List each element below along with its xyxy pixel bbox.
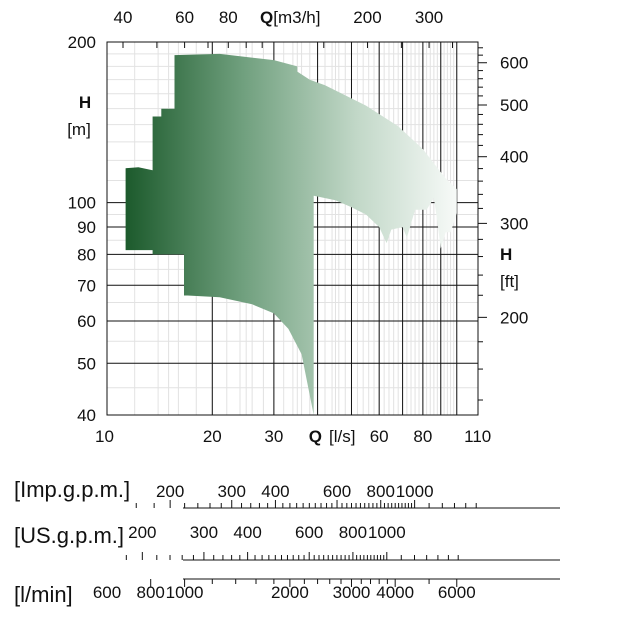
scale-tick-label: 800	[137, 583, 165, 602]
top-axis-label: Q[m3/h]	[260, 8, 320, 27]
scale-tick-label: 600	[93, 583, 121, 602]
scale-tick-label: 2000	[271, 583, 309, 602]
scale-tick-label: 400	[261, 482, 289, 501]
scale-tick-label: 600	[323, 482, 351, 501]
scale-unit-label: [Imp.g.p.m.]	[14, 477, 130, 502]
right-axis-label-bold: H	[500, 245, 512, 264]
x-tick-label: 80	[413, 427, 432, 446]
scale-tick-label: 1000	[166, 583, 204, 602]
x-tick-label: 60	[370, 427, 389, 446]
y-tick-label: 50	[77, 354, 96, 373]
x-tick-label: 10	[95, 427, 114, 446]
y-tick-label: 100	[68, 194, 96, 213]
x-tick-label: 20	[203, 427, 222, 446]
scale-tick-label: 300	[190, 523, 218, 542]
scale-tick-label: 200	[128, 523, 156, 542]
scale-tick-label: 4000	[376, 583, 414, 602]
scale-tick-label: 300	[218, 482, 246, 501]
scale-tick-label: 6000	[438, 583, 476, 602]
scale-unit-label: [US.g.p.m.]	[14, 523, 124, 548]
y-tick-label: 80	[77, 245, 96, 264]
x-axis-label-bold: Q	[309, 427, 322, 446]
right-tick-label: 400	[500, 148, 528, 167]
scale-unit-label: [l/min]	[14, 582, 73, 607]
top-tick-label: 300	[415, 8, 443, 27]
right-tick-label: 500	[500, 96, 528, 115]
top-tick-label: 40	[114, 8, 133, 27]
scale-tick-label: 400	[233, 523, 261, 542]
y-tick-label: 200	[68, 33, 96, 52]
scale-tick-label: 3000	[333, 583, 371, 602]
y-tick-label: 60	[77, 312, 96, 331]
plot-frame	[106, 41, 479, 416]
right-tick-label: 600	[500, 54, 528, 73]
x-axis-label: [l/s]	[329, 427, 355, 446]
y-axis-label-bold: H	[79, 93, 91, 112]
scale-tick-label: 200	[156, 482, 184, 501]
scale-tick-label: 600	[295, 523, 323, 542]
right-axis-label: [ft]	[500, 272, 519, 291]
top-axis-label-bold: Q	[260, 8, 273, 27]
right-axis-ticks	[478, 47, 487, 401]
top-axis-label-unit: [m3/h]	[273, 8, 320, 27]
y-axis-label: [m]	[67, 120, 91, 139]
scale-tick-label: 1000	[396, 482, 434, 501]
x-tick-label: 30	[264, 427, 283, 446]
scale-tick-label: 800	[339, 523, 367, 542]
top-tick-label: 60	[175, 8, 194, 27]
y-tick-label: 40	[77, 406, 96, 425]
y-tick-label: 90	[77, 218, 96, 237]
right-tick-label: 300	[500, 214, 528, 233]
x-tick-label: 110	[464, 427, 491, 446]
top-tick-label: 200	[353, 8, 381, 27]
scale-tick-label: 1000	[368, 523, 406, 542]
y-tick-label: 70	[77, 276, 96, 295]
top-tick-label: 80	[219, 8, 238, 27]
scale-tick-label: 800	[367, 482, 395, 501]
performance-region	[125, 53, 457, 416]
flow-conversion-scales: [Imp.g.p.m.] 200 300 400 600 800 1000[US.g.p.m…	[14, 477, 560, 607]
right-tick-label: 200	[500, 308, 528, 327]
